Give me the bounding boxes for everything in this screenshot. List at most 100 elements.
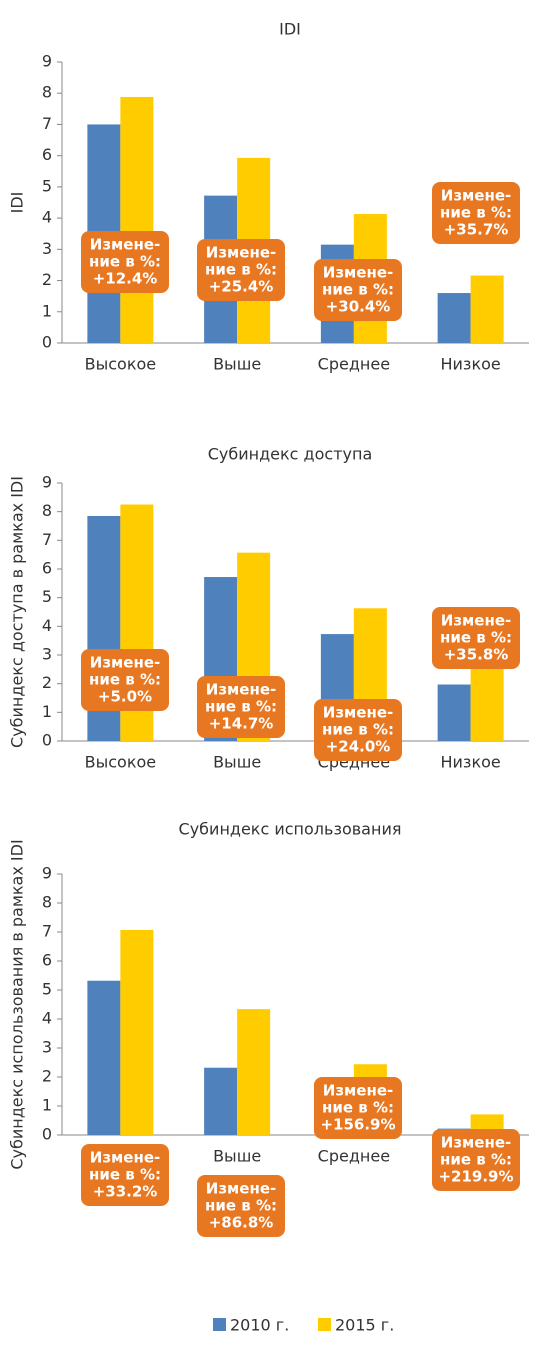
annotation-box bbox=[314, 1077, 402, 1139]
annotation-text: +219.9% bbox=[438, 1168, 513, 1186]
y-axis-label: Субиндекс доступа в рамках IDI bbox=[8, 476, 27, 748]
annotation-text: Измене- bbox=[441, 612, 511, 630]
x-tick-label: Среднее bbox=[318, 355, 390, 374]
x-tick-label: Высокое bbox=[85, 355, 157, 374]
annotation-box bbox=[314, 699, 402, 761]
y-tick-label: 4 bbox=[42, 616, 52, 635]
y-tick-label: 1 bbox=[42, 702, 52, 721]
annotation-text: +35.8% bbox=[444, 646, 509, 664]
x-tick-label: Высокое bbox=[85, 753, 157, 772]
annotation-text: Измене- bbox=[90, 236, 160, 254]
legend-label: 2010 г. bbox=[230, 1316, 289, 1335]
chart-title: IDI bbox=[279, 20, 301, 39]
annotation-text: ние в %: bbox=[440, 1151, 512, 1169]
annotation-text: Измене- bbox=[323, 1082, 393, 1100]
annotation-box bbox=[197, 676, 285, 738]
annotation-box bbox=[81, 1144, 169, 1206]
chart-title: Субиндекс использования bbox=[179, 820, 402, 839]
annotation-text: +86.8% bbox=[209, 1214, 274, 1232]
annotation-text: +25.4% bbox=[209, 278, 274, 296]
x-tick-label: Выше bbox=[213, 355, 261, 374]
annotation-text: ние в %: bbox=[89, 671, 161, 689]
annotation-box bbox=[197, 239, 285, 301]
bar bbox=[120, 96, 154, 343]
annotation-text: ние в %: bbox=[89, 1166, 161, 1184]
annotation-box bbox=[314, 259, 402, 321]
bar bbox=[237, 1009, 271, 1135]
y-tick-label: 8 bbox=[42, 83, 52, 102]
annotation-text: Измене- bbox=[441, 1134, 511, 1152]
y-tick-label: 2 bbox=[42, 1067, 52, 1086]
legend-swatch bbox=[213, 1318, 226, 1331]
bar bbox=[437, 684, 471, 741]
chart-title: Субиндекс доступа bbox=[208, 445, 373, 464]
annotation-box bbox=[81, 649, 169, 711]
y-tick-label: 2 bbox=[42, 673, 52, 692]
annotation-text: Измене- bbox=[441, 187, 511, 205]
annotation-box bbox=[197, 1175, 285, 1237]
annotation-text: ние в %: bbox=[89, 253, 161, 271]
annotation-text: ние в %: bbox=[205, 261, 277, 279]
y-tick-label: 7 bbox=[42, 114, 52, 133]
annotation-text: Измене- bbox=[206, 681, 276, 699]
annotation-text: Измене- bbox=[323, 704, 393, 722]
y-tick-label: 7 bbox=[42, 922, 52, 941]
y-tick-label: 0 bbox=[42, 731, 52, 750]
legend-label: 2015 г. bbox=[335, 1316, 394, 1335]
y-tick-label: 3 bbox=[42, 645, 52, 664]
y-tick-label: 3 bbox=[42, 239, 52, 258]
y-tick-label: 6 bbox=[42, 145, 52, 164]
y-tick-label: 9 bbox=[42, 52, 52, 71]
y-tick-label: 3 bbox=[42, 1038, 52, 1057]
annotation-box bbox=[432, 607, 520, 669]
annotation-text: ние в %: bbox=[440, 204, 512, 222]
annotation-box bbox=[81, 231, 169, 293]
annotation-text: Измене- bbox=[206, 1180, 276, 1198]
x-tick-label: Выше bbox=[213, 753, 261, 772]
y-axis-label: Субиндекс использования в рамках IDI bbox=[8, 839, 27, 1169]
x-tick-label: Низкое bbox=[441, 753, 501, 772]
y-tick-label: 1 bbox=[42, 1096, 52, 1115]
bar bbox=[204, 1067, 238, 1135]
annotation-text: ние в %: bbox=[322, 281, 394, 299]
annotation-text: +24.0% bbox=[326, 738, 391, 756]
bar bbox=[120, 929, 154, 1135]
y-tick-label: 0 bbox=[42, 1125, 52, 1144]
bar bbox=[87, 980, 121, 1135]
annotation-text: ние в %: bbox=[440, 629, 512, 647]
annotation-text: ние в %: bbox=[322, 1099, 394, 1117]
y-tick-label: 0 bbox=[42, 333, 52, 352]
y-tick-label: 4 bbox=[42, 208, 52, 227]
annotation-text: ние в %: bbox=[205, 1197, 277, 1215]
x-tick-label: Выше bbox=[213, 1147, 261, 1166]
y-tick-label: 1 bbox=[42, 301, 52, 320]
bar bbox=[437, 293, 471, 343]
y-tick-label: 9 bbox=[42, 473, 52, 492]
annotation-text: +35.7% bbox=[444, 221, 509, 239]
y-tick-label: 7 bbox=[42, 530, 52, 549]
bar bbox=[470, 275, 504, 343]
y-tick-label: 6 bbox=[42, 559, 52, 578]
annotation-text: +5.0% bbox=[98, 688, 152, 706]
y-tick-label: 4 bbox=[42, 1009, 52, 1028]
annotation-text: +12.4% bbox=[93, 270, 158, 288]
y-tick-label: 8 bbox=[42, 893, 52, 912]
annotation-text: ние в %: bbox=[205, 698, 277, 716]
annotation-text: +30.4% bbox=[326, 298, 391, 316]
y-tick-label: 9 bbox=[42, 864, 52, 883]
annotation-box bbox=[432, 182, 520, 244]
y-tick-label: 5 bbox=[42, 176, 52, 195]
y-tick-label: 2 bbox=[42, 270, 52, 289]
y-axis-label: IDI bbox=[8, 192, 27, 214]
annotation-box bbox=[432, 1129, 520, 1191]
y-tick-label: 5 bbox=[42, 587, 52, 606]
bar bbox=[470, 664, 504, 741]
y-tick-label: 5 bbox=[42, 980, 52, 999]
annotation-text: ние в %: bbox=[322, 721, 394, 739]
annotation-text: Измене- bbox=[90, 1149, 160, 1167]
annotation-text: Измене- bbox=[90, 654, 160, 672]
y-tick-label: 8 bbox=[42, 501, 52, 520]
annotation-text: Измене- bbox=[323, 264, 393, 282]
y-tick-label: 6 bbox=[42, 951, 52, 970]
x-tick-label: Среднее bbox=[318, 1147, 390, 1166]
